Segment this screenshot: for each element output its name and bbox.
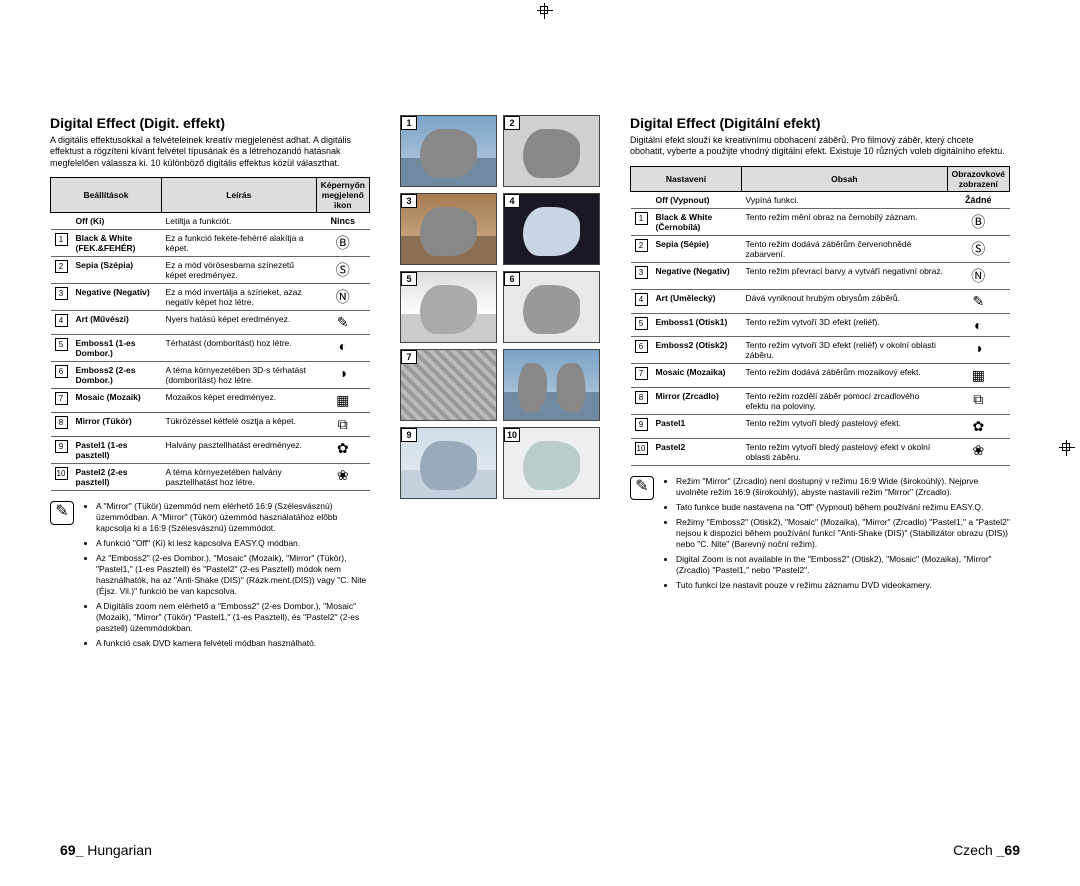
table-row: 5Emboss1 (1-es Dombor.)Térhatást (dombor… — [51, 334, 370, 361]
table-row: Off (Vypnout)Vypíná funkci.Žádné — [631, 191, 1010, 208]
table-row: 3Negative (Negativ)Tento režim převrací … — [631, 262, 1010, 289]
note-item: Digital Zoom is not available in the "Em… — [676, 554, 1010, 576]
thumb-8: 8 — [503, 349, 600, 421]
page-spread: Digital Effect (Digit. effekt) A digitál… — [50, 115, 1030, 653]
note-item: A Digitális zoom nem elérhető a "Emboss2… — [96, 601, 370, 634]
table-row: 7Mosaic (Mozaika)Tento režim dodává zábě… — [631, 363, 1010, 387]
note-item: A "Mirror" (Tükör) üzemmód nem elérhető … — [96, 501, 370, 534]
note-item: Tato funkce bude nastavena na "Off" (Vyp… — [676, 502, 1010, 513]
table-row: 9Pastel1 (1-es pasztell)Halvány pasztell… — [51, 436, 370, 463]
thumb-10: 10 — [503, 427, 600, 499]
thumb-9: 9 — [400, 427, 497, 499]
right-intro: Digitální efekt slouží ke kreativnímu ob… — [630, 135, 1010, 158]
table-row: 5Emboss1 (Otisk1)Tento režim vytvoří 3D … — [631, 313, 1010, 336]
table-row: 2Sepia (Szépia)Ez a mód vörösesbarna szí… — [51, 256, 370, 283]
left-title: Digital Effect (Digit. effekt) — [50, 115, 370, 131]
note-item: Az "Emboss2" (2-es Dombor.), "Mosaic" (M… — [96, 553, 370, 597]
thumb-6: 6 — [503, 271, 600, 343]
table-row: 6Emboss2 (Otisk2)Tento režim vytvoří 3D … — [631, 336, 1010, 363]
table-row: Off (Ki)Letiltja a funkciót.Nincs — [51, 212, 370, 229]
thumb-3: 3 — [400, 193, 497, 265]
table-row: 4Art (Művészi)Nyers hatású képet eredmén… — [51, 310, 370, 334]
thumb-2: 2 — [503, 115, 600, 187]
th-settings-r: Nastavení — [631, 166, 742, 191]
table-row: 1Black & White (Černobílá)Tento režim mě… — [631, 208, 1010, 235]
footer-right: Czech _69 — [953, 842, 1020, 858]
note-item: Režim "Mirror" (Zrcadlo) není dostupný v… — [676, 476, 1010, 498]
thumb-5: 5 — [400, 271, 497, 343]
thumb-4: 4 — [503, 193, 600, 265]
table-row: 10Pastel2 (2-es pasztell)A téma környeze… — [51, 463, 370, 490]
thumb-1: 1 — [400, 115, 497, 187]
thumbnails-column: 1 2 3 4 5 6 7 8 9 10 — [400, 115, 600, 653]
left-intro: A digitális effektusokkal a felvételeine… — [50, 135, 370, 169]
table-row: 9Pastel1Tento režim vytvoří bledý pastel… — [631, 414, 1010, 438]
th-desc-r: Obsah — [742, 166, 948, 191]
th-settings: Beállítások — [51, 177, 162, 212]
table-row: 1Black & White (FEK.&FEHÉR)Ez a funkció … — [51, 229, 370, 256]
th-icon-r: Obrazovkové zobrazení — [947, 166, 1009, 191]
table-row: 2Sepia (Sépie)Tento režim dodává záběrům… — [631, 235, 1010, 262]
hungarian-column: Digital Effect (Digit. effekt) A digitál… — [50, 115, 370, 653]
right-effects-table: Nastavení Obsah Obrazovkové zobrazení Of… — [630, 166, 1010, 466]
registration-mark-top — [540, 6, 548, 14]
th-desc: Leírás — [162, 177, 317, 212]
note-item: A funkció "Off" (Ki) ki lesz kapcsolva E… — [96, 538, 370, 549]
note-item: Režimy "Emboss2" (Otisk2), "Mosaic" (Moz… — [676, 517, 1010, 550]
right-notes: ✎ Režim "Mirror" (Zrcadlo) není dostupný… — [630, 476, 1010, 595]
note-icon: ✎ — [630, 476, 654, 500]
right-title: Digital Effect (Digitální efekt) — [630, 115, 1010, 131]
note-item: Tuto funkci lze nastavit pouze v režimu … — [676, 580, 1010, 591]
registration-mark-right — [1062, 443, 1070, 451]
table-row: 7Mosaic (Mozaik)Mozaikos képet eredménye… — [51, 388, 370, 412]
note-icon: ✎ — [50, 501, 74, 525]
left-effects-table: Beállítások Leírás Képernyőn megjelenő i… — [50, 177, 370, 491]
table-row: 3Negative (Negatív)Ez a mód invertálja a… — [51, 283, 370, 310]
left-notes: ✎ A "Mirror" (Tükör) üzemmód nem elérhet… — [50, 501, 370, 654]
czech-column: Digital Effect (Digitální efekt) Digitál… — [630, 115, 1010, 653]
table-row: 8Mirror (Tükör)Tükrözéssel kétfelé osztj… — [51, 412, 370, 436]
table-row: 8Mirror (Zrcadlo)Tento režim rozdělí záb… — [631, 387, 1010, 414]
note-item: A funkció csak DVD kamera felvételi módb… — [96, 638, 370, 649]
table-row: 10Pastel2Tento režim vytvoří bledý paste… — [631, 438, 1010, 465]
table-row: 6Emboss2 (2-es Dombor.)A téma környezeté… — [51, 361, 370, 388]
thumb-7: 7 — [400, 349, 497, 421]
th-icon: Képernyőn megjelenő ikon — [316, 177, 369, 212]
table-row: 4Art (Umělecký)Dává vyniknout hrubým obr… — [631, 289, 1010, 313]
footer-left: 69_ Hungarian — [60, 842, 152, 858]
